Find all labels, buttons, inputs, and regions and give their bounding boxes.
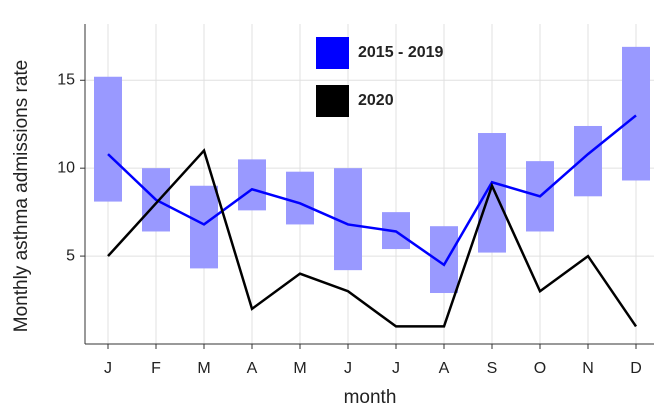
- x-tick-label: J: [392, 360, 400, 377]
- x-tick-label: O: [534, 360, 546, 377]
- x-tick-label: D: [630, 360, 642, 377]
- y-tick-label: 5: [66, 247, 75, 264]
- x-tick-label: F: [151, 360, 161, 377]
- x-tick-label: M: [293, 360, 306, 377]
- series-line: [107, 148, 638, 328]
- x-axis-label: month: [344, 387, 397, 408]
- range-bar: [94, 76, 122, 202]
- x-tick-label: J: [344, 360, 352, 377]
- y-tick-label: 10: [57, 159, 75, 176]
- range-bar: [190, 185, 218, 269]
- range-bar: [238, 159, 266, 211]
- range-bar: [622, 46, 650, 181]
- x-tick-label: J: [104, 360, 112, 377]
- x-tick-label: S: [487, 360, 498, 377]
- legend-swatch: [316, 37, 349, 69]
- x-tick-label: N: [582, 360, 594, 377]
- range-bar: [430, 226, 458, 294]
- x-tick-label: A: [439, 360, 450, 377]
- legend-label: 2015 - 2019: [358, 44, 444, 61]
- y-tick-label: 15: [57, 71, 75, 88]
- range-bar: [286, 171, 314, 225]
- x-tick-label: A: [247, 360, 258, 377]
- legend-swatch: [316, 85, 349, 117]
- legend-label: 2020: [358, 92, 394, 109]
- series-line: [107, 114, 637, 267]
- x-tick-label: M: [197, 360, 210, 377]
- range-bar: [478, 133, 506, 253]
- y-axis-label: Monthly asthma admissions rate: [11, 60, 32, 332]
